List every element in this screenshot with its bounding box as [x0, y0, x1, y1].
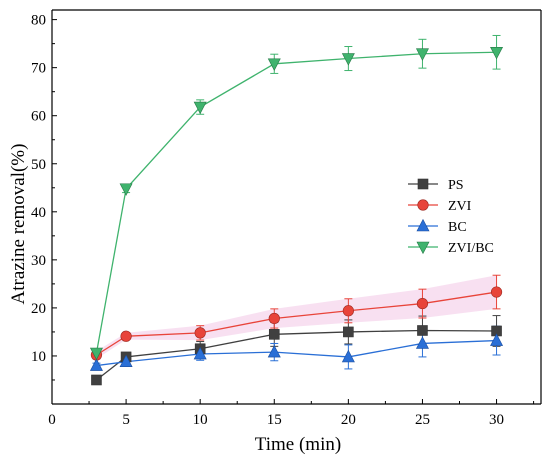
data-point-3	[119, 183, 133, 196]
data-point-3	[89, 347, 103, 361]
data-point-3	[193, 101, 207, 115]
data-point-1	[416, 297, 429, 310]
legend-label: PS	[448, 178, 464, 193]
data-point-0	[268, 329, 280, 340]
y-tick-label: 10	[31, 349, 46, 365]
data-point-2	[193, 346, 207, 360]
data-point-1	[490, 286, 503, 298]
y-tick-label: 50	[31, 157, 46, 173]
y-axis-title: Atrazine removal(%)	[8, 144, 29, 305]
x-tick-label: 10	[193, 412, 208, 428]
y-tick-label: 40	[31, 205, 46, 221]
data-point-1	[342, 305, 354, 317]
data-point-2	[89, 358, 103, 371]
x-tick-label: 25	[415, 412, 430, 428]
legend-marker	[416, 218, 430, 232]
x-axis-title: Time (min)	[255, 434, 341, 455]
legend-marker	[417, 178, 429, 190]
x-tick-label: 5	[122, 412, 130, 428]
legend: PS ZVI BC ZVI/BC	[402, 172, 506, 260]
legend-label: BC	[448, 220, 467, 235]
y-tick-label: 60	[31, 109, 46, 125]
data-point-2	[415, 336, 429, 349]
y-tick-label: 80	[31, 13, 46, 29]
y-tick-label: 20	[31, 301, 46, 317]
data-point-1	[120, 330, 132, 342]
data-point-3	[490, 46, 504, 60]
x-tick-label: 30	[489, 412, 504, 428]
legend-label: ZVI	[448, 199, 472, 214]
data-point-0	[343, 326, 354, 338]
legend-marker	[416, 241, 430, 255]
data-point-3	[267, 58, 281, 71]
data-point-3	[341, 53, 355, 66]
data-point-1	[194, 327, 206, 339]
legend-marker	[417, 199, 429, 211]
x-tick-label: 15	[267, 412, 282, 428]
data-point-0	[91, 374, 102, 386]
data-point-2	[119, 354, 133, 368]
axes-layer: 0 5 10 15 20 25 30 10 20 30 40 50 60 70 80	[31, 9, 542, 428]
y-tick-label: 30	[31, 253, 46, 269]
bands-layer	[96, 275, 497, 359]
data-point-2	[490, 333, 504, 346]
error-band-1	[96, 275, 497, 359]
data-point-3	[415, 48, 429, 61]
legend-label: ZVI/BC	[448, 241, 494, 256]
y-tick-label: 70	[31, 61, 46, 77]
data-point-2	[341, 349, 355, 363]
data-point-2	[267, 344, 281, 358]
x-tick-label: 20	[341, 412, 356, 428]
data-point-1	[268, 312, 280, 325]
data-point-0	[417, 325, 428, 336]
markers-layer	[89, 46, 504, 386]
ylabel-wrap: Atrazine removal(%)	[8, 144, 29, 305]
x-tick-label: 0	[48, 412, 56, 428]
